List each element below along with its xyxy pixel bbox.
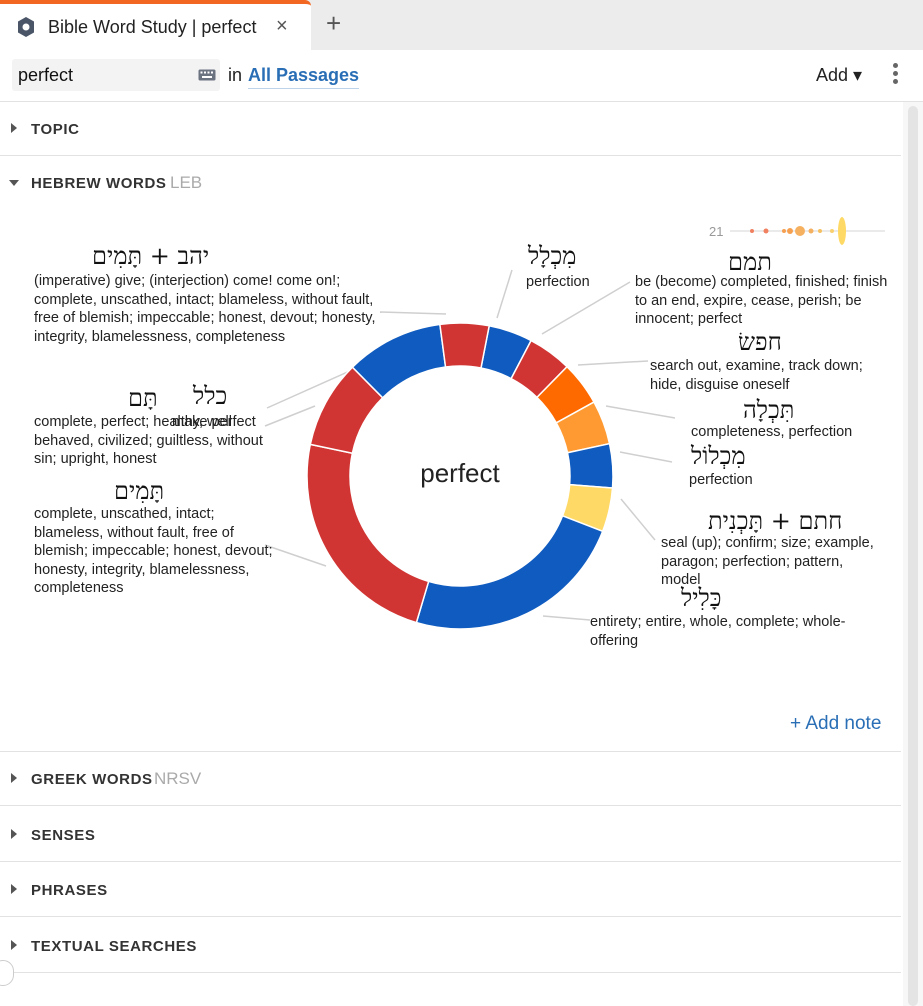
word-gloss: be (become) completed, finished; finish …	[635, 274, 888, 327]
in-label: in	[228, 65, 243, 85]
leader-line	[264, 405, 316, 427]
hebrew-version-label[interactable]: LEB	[170, 173, 203, 192]
section-senses[interactable]: SENSES	[0, 808, 901, 862]
center-label: perfect	[420, 458, 500, 488]
word-study-icon	[18, 17, 34, 37]
word-gloss: seal (up); confirm; size; example, parag…	[661, 535, 874, 588]
frequency-dot	[818, 229, 822, 233]
frequency-dot	[795, 226, 805, 236]
leader-line	[619, 451, 673, 463]
section-title: SENSES	[31, 827, 96, 844]
tab-bible-word-study[interactable]: Bible Word Study | perfect ×	[0, 0, 311, 50]
tab-bar: Bible Word Study | perfect × +	[0, 0, 923, 50]
frequency-dot	[750, 229, 754, 233]
leader-line	[264, 544, 327, 567]
word-label[interactable]: חתם + תָּכְנִית	[708, 507, 843, 535]
section-title: TEXTUAL SEARCHES	[31, 938, 198, 955]
word-label[interactable]: יהב + תָּמִים	[92, 242, 210, 270]
tab-title: Bible Word Study | perfect	[48, 17, 257, 37]
all-passages-link[interactable]: All Passages	[248, 65, 360, 89]
section-textual-searches[interactable]: TEXTUAL SEARCHES	[0, 919, 901, 973]
word-gloss: complete, unscathed, intact; blameless, …	[34, 506, 273, 596]
expand-caret-icon	[11, 829, 17, 839]
section-title: HEBREW WORDS	[31, 175, 167, 192]
donut-slice-6[interactable]	[415, 514, 604, 630]
word-gloss: perfection	[689, 472, 753, 488]
greek-version-label[interactable]: NRSV	[154, 769, 202, 788]
word-gloss: make perfect	[172, 414, 256, 430]
frequency-dot	[763, 228, 769, 234]
search-input-value[interactable]: perfect	[18, 65, 74, 85]
word-label[interactable]: תמם	[728, 248, 772, 276]
leader-line	[577, 360, 649, 366]
expand-caret-icon	[11, 773, 17, 783]
leader-line	[605, 405, 676, 419]
expand-caret-icon	[11, 884, 17, 894]
scrollbar-handle[interactable]	[908, 106, 918, 1006]
leader-line	[542, 615, 591, 621]
section-hebrew-words[interactable]: HEBREW WORDS LEB	[0, 156, 901, 210]
leader-line	[266, 369, 353, 409]
word-label[interactable]: חפשׂ	[738, 328, 782, 356]
new-tab-button[interactable]: +	[326, 8, 342, 38]
keyboard-icon[interactable]	[198, 69, 216, 81]
leader-line	[620, 498, 656, 541]
close-tab-button[interactable]: ×	[276, 15, 288, 37]
word-gloss: (imperative) give; (interjection) come! …	[34, 273, 376, 345]
hebrew-words-panel: perfect 21 יהב + תָּמִים (imperative) gi…	[0, 210, 901, 752]
section-greek-words[interactable]: GREEK WORDS NRSV	[0, 752, 901, 806]
expand-caret-icon	[11, 940, 17, 950]
leader-line	[379, 311, 447, 315]
word-label[interactable]: תִּכְלָה	[743, 396, 795, 424]
expand-caret-icon	[11, 123, 17, 133]
section-topic[interactable]: TOPIC	[0, 102, 901, 156]
more-options-icon[interactable]	[890, 63, 900, 89]
search-input[interactable]: perfect	[12, 59, 220, 91]
word-label[interactable]: מִכְלָל	[528, 242, 577, 270]
frequency-peak	[838, 217, 846, 245]
section-title: TOPIC	[31, 121, 80, 138]
add-note-button[interactable]: + Add note	[790, 713, 882, 734]
section-phrases[interactable]: PHRASES	[0, 863, 901, 917]
word-label[interactable]: תָּם	[128, 384, 158, 412]
donut-slice-10[interactable]	[439, 322, 491, 369]
word-gloss: perfection	[526, 274, 590, 290]
frequency-count: 21	[709, 224, 724, 239]
leader-line	[496, 269, 513, 319]
collapse-caret-icon	[9, 180, 19, 186]
word-label[interactable]: כָּלִיל	[681, 584, 722, 612]
word-gloss: entirety; entire, whole, complete; whole…	[590, 614, 846, 649]
section-title: PHRASES	[31, 882, 108, 899]
word-gloss: complete, perfect; healthy, well behaved…	[34, 414, 263, 467]
frequency-dot	[808, 228, 814, 234]
section-title: GREEK WORDS	[31, 771, 153, 788]
word-gloss: completeness, perfection	[691, 424, 853, 440]
word-label[interactable]: תָּמִים	[114, 477, 165, 505]
vertical-scrollbar[interactable]	[903, 102, 923, 1006]
word-label[interactable]: מִכְלוֹל	[691, 442, 746, 470]
add-menu-button[interactable]: Add ▾	[816, 65, 863, 85]
search-bar: perfect in All Passages Add ▾	[0, 50, 923, 102]
sidebar-toggle-button[interactable]	[0, 960, 14, 986]
leader-line	[541, 281, 631, 335]
word-distribution-donut-chart	[264, 217, 885, 630]
word-gloss: search out, examine, track down; hide, d…	[650, 358, 863, 393]
frequency-dot	[830, 229, 834, 233]
frequency-dot	[782, 229, 786, 233]
word-label[interactable]: כלל	[193, 382, 228, 410]
frequency-dot	[787, 228, 793, 234]
